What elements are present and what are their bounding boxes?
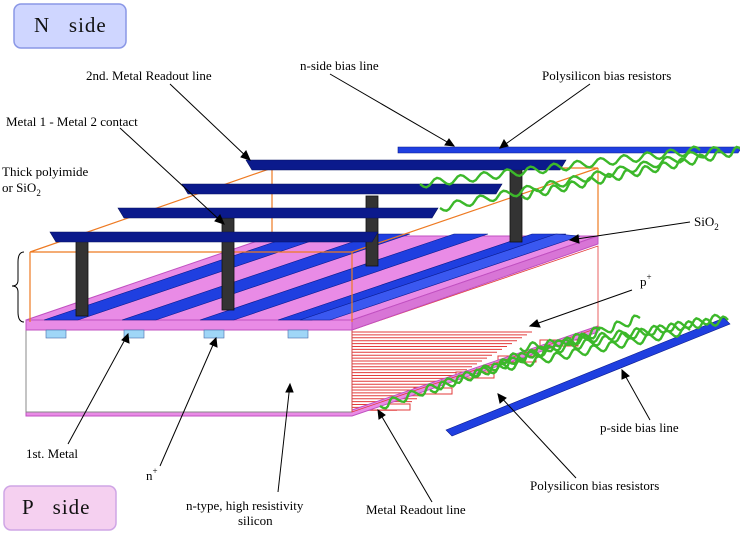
label-first-metal: 1st. Metal: [26, 446, 78, 461]
label-metal-contact: Metal 1 - Metal 2 contact: [6, 114, 138, 129]
polysilicon-resistor: [519, 315, 729, 353]
label-thick-polyimide-2: or SiO2: [2, 180, 41, 198]
polyimide-brace: [11, 251, 25, 323]
label-sio2: SiO2: [694, 214, 719, 232]
label-p-plus: p+: [640, 272, 652, 289]
label-poly-resistors-top: Polysilicon bias resistors: [542, 68, 671, 83]
label-thick-polyimide-1: Thick polyimide: [2, 164, 89, 179]
sio2-plate-front-edge: [25, 319, 353, 331]
second-metal-lines: [49, 159, 567, 243]
polysilicon-resistors: [379, 145, 740, 410]
label-n-side-bias-line: n-side bias line: [300, 58, 379, 73]
label-ntype-2: silicon: [238, 513, 273, 528]
n-side-label: N side: [34, 13, 107, 37]
n-side-box: N side: [13, 3, 127, 49]
label-poly-resistors-bottom: Polysilicon bias resistors: [530, 478, 659, 493]
label-p-side-bias-line: p-side bias line: [600, 420, 679, 435]
first-metal-strips: [43, 233, 581, 321]
polysilicon-resistor: [419, 145, 701, 189]
n-side-bias-line: [397, 146, 740, 154]
polyimide-box: [29, 167, 599, 322]
polysilicon-resistor: [429, 314, 641, 394]
sio2-plate-side-edge: [351, 235, 599, 331]
p-side-box: P side: [3, 485, 117, 531]
polysilicon-resistor: [521, 145, 740, 201]
label-n-plus: n+: [146, 466, 158, 483]
polysilicon-resistor: [469, 325, 691, 379]
p-side-bias-line: [445, 317, 731, 437]
label-metal-readout-line: Metal Readout line: [366, 502, 466, 517]
annotation-arrows: [67, 73, 691, 503]
p-side-label: P side: [22, 495, 90, 519]
label-ntype-1: n-type, high resistivity: [186, 498, 304, 513]
polysilicon-resistor: [439, 146, 721, 212]
n-plus-implants: [45, 329, 309, 339]
silicon-bulk: [25, 329, 353, 413]
label-second-metal-readout: 2nd. Metal Readout line: [86, 68, 212, 83]
